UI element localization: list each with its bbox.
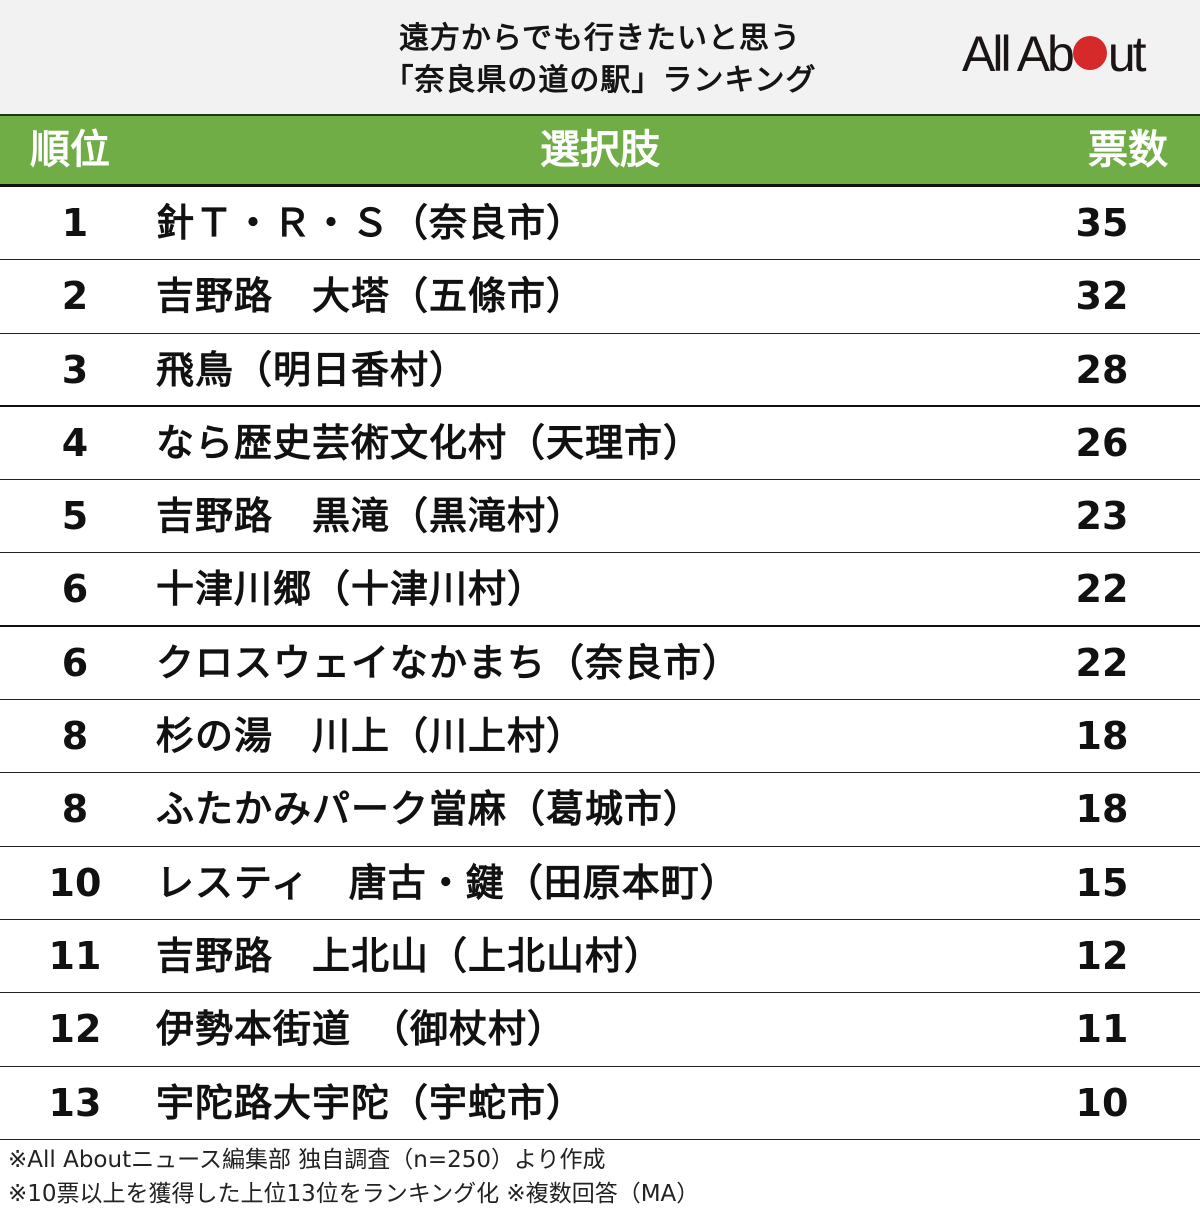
row-rank: 10	[48, 860, 102, 905]
table-row: 1 針Ｔ・Ｒ・Ｓ（奈良市） 35	[0, 187, 1200, 261]
row-votes: 22	[1075, 640, 1129, 685]
row-name: 吉野路 黒滝（黒滝村）	[156, 494, 586, 539]
logo-text-end: ut	[1107, 26, 1147, 82]
title-line-1: 遠方からでも行きたいと思う	[398, 21, 802, 56]
table-row: 10 レスティ 唐古・鍵（田原本町） 15	[0, 846, 1200, 920]
row-votes: 28	[1075, 347, 1129, 392]
row-votes: 18	[1075, 787, 1129, 832]
logo-red-dot-icon	[1072, 36, 1107, 70]
table-row: 4 なら歴史芸術文化村（天理市） 26	[0, 406, 1200, 481]
row-votes: 18	[1075, 714, 1129, 759]
row-name: ふたかみパーク當麻（葛城市）	[156, 787, 703, 832]
row-rank: 1	[61, 201, 89, 245]
row-rank: 13	[48, 1080, 102, 1125]
row-rank: 3	[61, 347, 89, 392]
row-name: 針Ｔ・Ｒ・Ｓ（奈良市）	[156, 201, 586, 245]
row-votes: 10	[1075, 1080, 1129, 1125]
footnote-method: ※10票以上を獲得した上位13位をランキング化 ※複数回答（MA）	[8, 1181, 700, 1207]
table-row: 12 伊勢本街道 （御杖村） 11	[0, 993, 1200, 1067]
row-rank: 2	[61, 274, 89, 319]
row-rank: 6	[61, 567, 89, 612]
ranking-table-body: 1 針Ｔ・Ｒ・Ｓ（奈良市） 35 2 吉野路 大塔（五條市） 32 3 飛鳥（明…	[0, 187, 1200, 1140]
row-rank: 8	[61, 714, 89, 759]
table-row: 11 吉野路 上北山（上北山村） 12	[0, 919, 1200, 994]
row-name: なら歴史芸術文化村（天理市）	[156, 420, 703, 465]
footnote-source: ※All Aboutニュース編集部 独自調査（n=250）より作成	[8, 1147, 606, 1173]
row-rank: 11	[48, 933, 102, 978]
row-rank: 8	[61, 787, 89, 832]
logo-text-start: All Ab	[962, 26, 1075, 82]
table-row: 8 杉の湯 川上（川上村） 18	[0, 700, 1200, 774]
page-title: 遠方からでも行きたいと思う 「奈良県の道の駅」ランキング	[290, 18, 910, 102]
title-line-2: 「奈良県の道の駅」ランキング	[383, 63, 817, 98]
row-rank: 4	[61, 420, 89, 465]
table-row: 5 吉野路 黒滝（黒滝村） 23	[0, 480, 1200, 554]
row-votes: 15	[1075, 860, 1129, 905]
header-votes: 票数	[1088, 127, 1168, 173]
row-name: 吉野路 大塔（五條市）	[156, 274, 586, 319]
row-votes: 32	[1075, 274, 1129, 319]
row-votes: 22	[1075, 567, 1129, 612]
row-votes: 26	[1075, 420, 1129, 465]
footnotes: ※All Aboutニュース編集部 独自調査（n=250）より作成 ※10票以上…	[8, 1143, 1198, 1211]
table-row: 13 宇陀路大宇陀（宇蛇市） 10	[0, 1066, 1200, 1140]
row-name: 十津川郷（十津川村）	[156, 567, 547, 612]
row-rank: 5	[61, 494, 89, 539]
row-name: クロスウェイなかまち（奈良市）	[156, 640, 742, 685]
row-votes: 35	[1075, 201, 1129, 245]
row-votes: 23	[1075, 494, 1129, 539]
row-name: 飛鳥（明日香村）	[156, 347, 469, 392]
header-rank: 順位	[30, 127, 110, 173]
row-name: 宇陀路大宇陀（宇蛇市）	[156, 1080, 586, 1125]
header-choice: 選択肢	[540, 127, 660, 173]
row-name: 伊勢本街道 （御杖村）	[156, 1007, 567, 1052]
row-name: 吉野路 上北山（上北山村）	[156, 933, 664, 978]
table-header: 選択肢 順位 票数	[0, 114, 1200, 187]
table-row: 6 十津川郷（十津川村） 22	[0, 553, 1200, 627]
table-row: 8 ふたかみパーク當麻（葛城市） 18	[0, 773, 1200, 847]
row-name: 杉の湯 川上（川上村）	[156, 714, 586, 759]
row-rank: 6	[61, 640, 89, 685]
table-row: 6 クロスウェイなかまち（奈良市） 22	[0, 626, 1200, 701]
table-row: 3 飛鳥（明日香村） 28	[0, 333, 1200, 407]
title-area: 遠方からでも行きたいと思う 「奈良県の道の駅」ランキング All Ab ut	[0, 0, 1200, 114]
row-votes: 11	[1075, 1007, 1129, 1052]
table-row: 2 吉野路 大塔（五條市） 32	[0, 260, 1200, 334]
allabout-logo: All Ab ut	[962, 26, 1147, 82]
row-name: レスティ 唐古・鍵（田原本町）	[156, 860, 739, 905]
row-rank: 12	[48, 1007, 102, 1052]
row-votes: 12	[1075, 933, 1129, 978]
